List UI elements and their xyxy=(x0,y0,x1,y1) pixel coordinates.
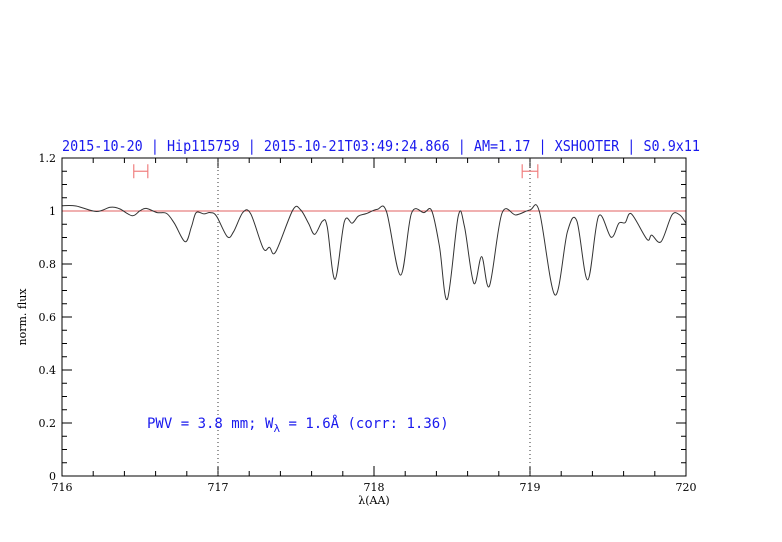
y-tick-label: 0.2 xyxy=(39,417,57,430)
x-tick-label: 718 xyxy=(364,481,385,494)
y-axis-label: norm. flux xyxy=(16,288,29,346)
plot-frame xyxy=(61,157,687,477)
y-tick-label: 1.2 xyxy=(39,152,57,165)
x-tick-label: 716 xyxy=(52,481,73,494)
pwv-annotation: PWV = 3.8 mm; Wλ = 1.6Å (corr: 1.36) xyxy=(147,415,449,435)
y-tick-label: 0 xyxy=(49,470,56,483)
y-tick-label: 0.8 xyxy=(39,258,57,271)
x-tick-label: 717 xyxy=(208,481,229,494)
x-tick-label: 719 xyxy=(520,481,541,494)
x-tick-label: 720 xyxy=(676,481,697,494)
annotation-suffix: = 1.6Å (corr: 1.36) xyxy=(280,415,449,432)
error-bar xyxy=(133,164,149,179)
y-tick-label: 1 xyxy=(49,205,56,218)
annotation-prefix: PWV = 3.8 mm; W xyxy=(147,416,274,432)
series-line xyxy=(61,204,687,300)
error-bar xyxy=(521,164,539,179)
annotation-subscript: λ xyxy=(273,422,280,435)
x-axis-label: λ(AA) xyxy=(358,494,389,507)
y-tick-label: 0.4 xyxy=(39,364,57,377)
chart-title: 2015-10-20 | Hip115759 | 2015-10-21T03:4… xyxy=(62,137,700,155)
y-tick-label: 0.6 xyxy=(39,311,57,324)
